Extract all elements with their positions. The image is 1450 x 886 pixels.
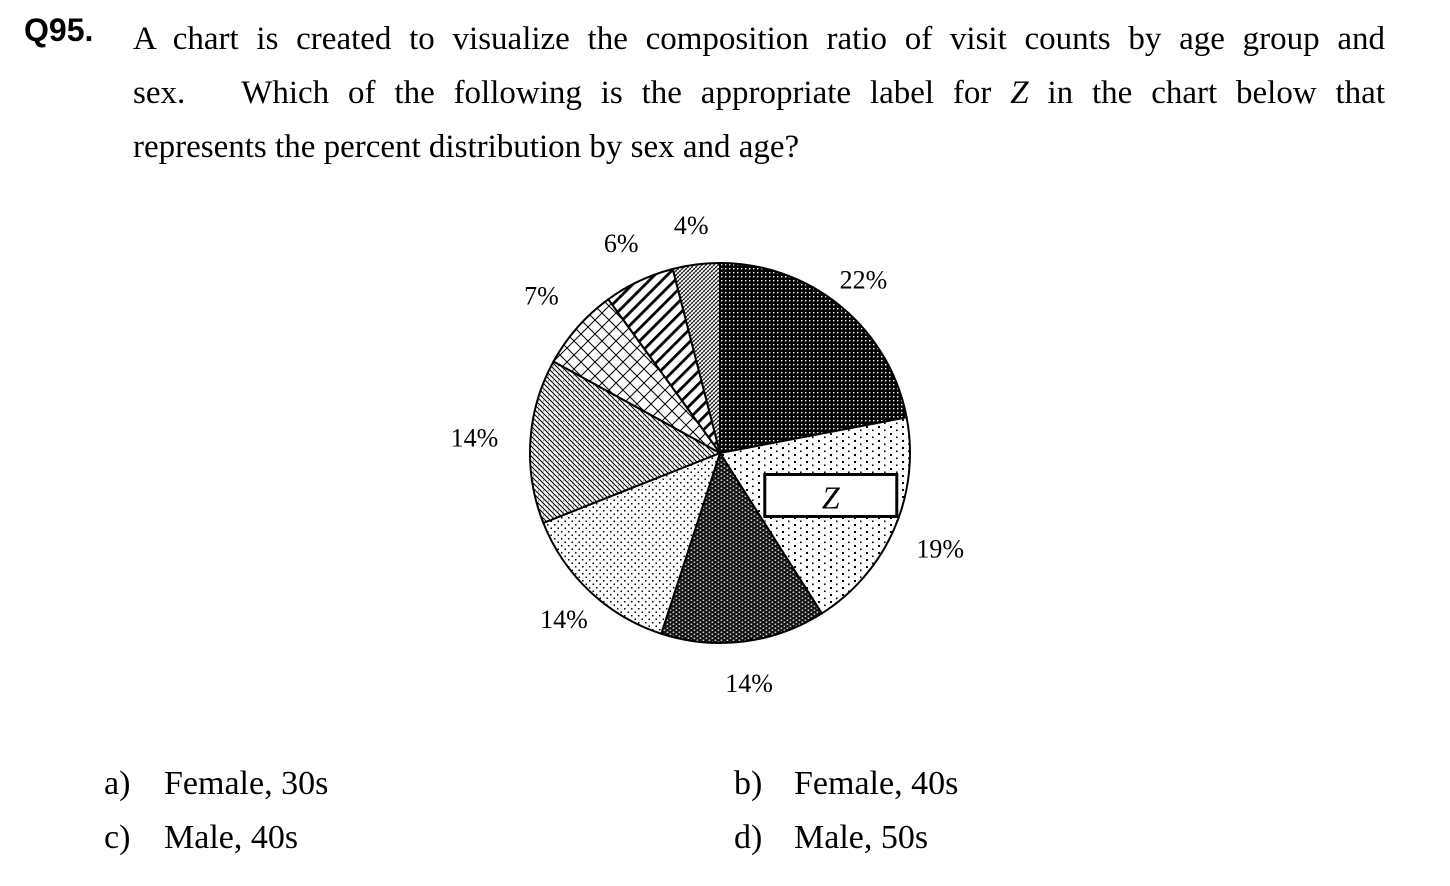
choice-a-letter: a) [104, 765, 131, 802]
pie-slice [529, 360, 723, 525]
choice-d-text: Male, 50s [794, 819, 929, 856]
choice-b[interactable]: b) Female, 40s [734, 765, 958, 803]
slice-percent-label: 22% [840, 266, 888, 295]
pie-slice [719, 261, 908, 455]
question-line-2-end: in the chart below that [1028, 75, 1385, 111]
question-text: A chart is created to visualize the comp… [133, 12, 1385, 174]
choice-a-text: Female, 30s [164, 765, 329, 802]
slice-percent-label: 14% [540, 605, 588, 634]
slice-percent-label: 7% [524, 282, 559, 311]
pie-slice [660, 450, 824, 644]
slice-percent-label: 4% [674, 215, 709, 240]
slice-percent-label: 14% [725, 669, 773, 698]
slice-percent-label: 19% [916, 534, 964, 563]
choice-d[interactable]: d) Male, 50s [734, 819, 928, 857]
choice-c[interactable]: c) Male, 40s [104, 819, 298, 857]
choice-b-text: Female, 40s [794, 765, 959, 802]
question-number: Q95. [24, 12, 94, 48]
question-line-2-start: sex. Which of the following is the appro… [133, 75, 1011, 111]
question-variable-z: Z [1010, 75, 1029, 111]
slice-percent-label: 14% [451, 424, 499, 453]
choice-b-letter: b) [734, 765, 763, 802]
question-line-3: represents the percent distribution by s… [133, 129, 800, 165]
slice-percent-label: 6% [604, 229, 639, 258]
pie-slice [542, 451, 722, 635]
question-line-1: A chart is created to visualize the comp… [133, 21, 1385, 57]
choice-c-text: Male, 40s [164, 819, 299, 856]
pie-chart: 22% 19% 14% 14% 14% 7% 6% 4% Z [451, 215, 964, 698]
choice-d-letter: d) [734, 819, 763, 856]
choice-c-letter: c) [104, 819, 131, 856]
z-label-text: Z [822, 479, 841, 515]
z-label-box [763, 472, 899, 518]
question-line-2: sex. Which of the following is the appro… [133, 66, 1385, 120]
pie-slice [671, 261, 721, 454]
choice-a[interactable]: a) Female, 30s [104, 765, 328, 803]
